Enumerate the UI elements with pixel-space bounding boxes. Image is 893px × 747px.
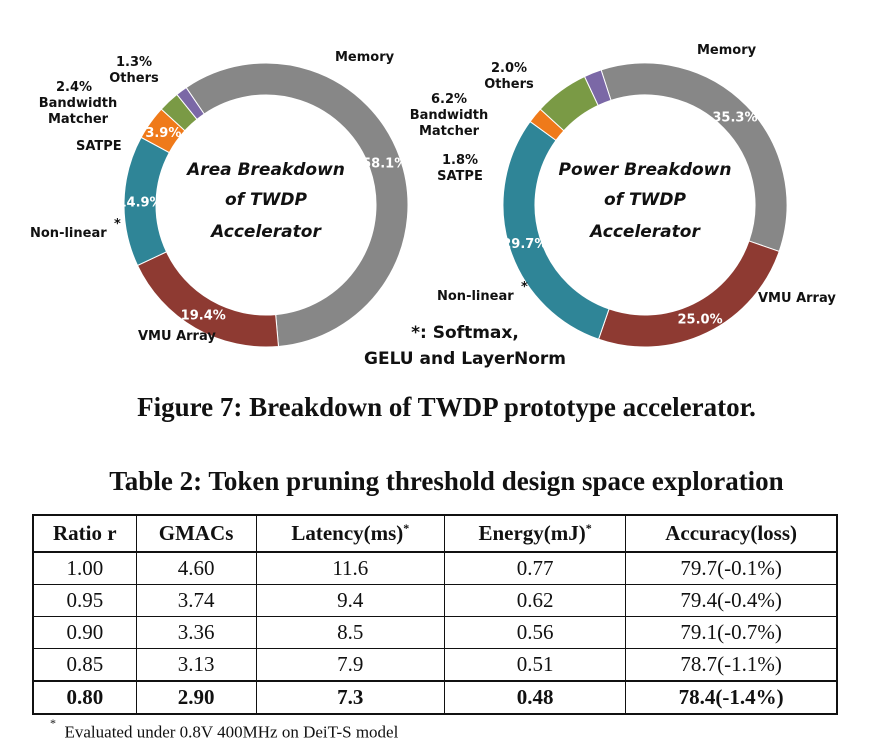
cell-energy: 0.77 bbox=[444, 551, 627, 585]
table-row: 0.95 3.74 9.4 0.62 79.4(-0.4%) bbox=[32, 584, 838, 617]
header-energy-star: * bbox=[585, 521, 592, 535]
cell-accuracy: 79.1(-0.7%) bbox=[625, 616, 838, 649]
power-label-memory: Memory bbox=[697, 43, 757, 58]
cell-latency: 11.6 bbox=[255, 551, 446, 585]
cell-ratio: 1.00 bbox=[32, 551, 137, 585]
power-value-label-non-linear: 29.7% bbox=[502, 237, 547, 252]
figure-note-line-1: *: Softmax, bbox=[411, 323, 519, 343]
header-energy-label: Energy(mJ) bbox=[478, 521, 586, 545]
table-row: 1.00 4.60 11.6 0.77 79.7(-0.1%) bbox=[32, 551, 838, 585]
cell-ratio: 0.80 bbox=[32, 680, 137, 715]
cell-latency: 9.4 bbox=[255, 584, 446, 617]
header-energy: Energy(mJ)* bbox=[444, 514, 627, 553]
header-latency-label: Latency(ms) bbox=[291, 521, 404, 545]
power-label-bandwidth: Bandwidth bbox=[410, 108, 488, 123]
cell-latency: 7.9 bbox=[255, 648, 446, 682]
table-row: 0.85 3.13 7.9 0.51 78.7(-1.1%) bbox=[32, 648, 838, 682]
cell-accuracy: 78.7(-1.1%) bbox=[625, 648, 838, 682]
header-ratio-label: Ratio r bbox=[53, 521, 117, 545]
power-label-satpe: SATPE bbox=[437, 169, 483, 184]
table-header-row: Ratio r GMACs Latency(ms)* Energy(mJ)* A… bbox=[32, 514, 838, 553]
header-latency: Latency(ms)* bbox=[255, 514, 446, 553]
cell-latency: 8.5 bbox=[255, 616, 446, 649]
area-value-label-non-linear: 14.9% bbox=[117, 195, 162, 210]
power-label-others-pct: 2.0% bbox=[491, 61, 527, 76]
area-label-bandwidth: Bandwidth bbox=[39, 96, 117, 111]
cell-accuracy: 79.7(-0.1%) bbox=[625, 551, 838, 585]
cell-accuracy: 78.4(-1.4%) bbox=[625, 680, 838, 715]
figure-note-line-2: GELU and LayerNorm bbox=[364, 349, 566, 369]
cell-accuracy: 79.4(-0.4%) bbox=[625, 584, 838, 617]
area-label-satpe: SATPE bbox=[76, 139, 122, 154]
area-center-line-2: of TWDP bbox=[225, 190, 307, 210]
area-label-others-pct: 1.3% bbox=[116, 55, 152, 70]
table-footnote: * Evaluated under 0.8V 400MHz on DeiT-S … bbox=[50, 716, 399, 743]
header-gmacs-label: GMACs bbox=[158, 521, 234, 545]
power-slice-others bbox=[583, 69, 612, 107]
cell-ratio: 0.85 bbox=[32, 648, 137, 682]
power-slice-vmu-array bbox=[597, 240, 780, 348]
power-label-satpe-pct: 1.8% bbox=[442, 153, 478, 168]
cell-energy: 0.48 bbox=[444, 680, 627, 715]
token-pruning-table: Ratio r GMACs Latency(ms)* Energy(mJ)* A… bbox=[32, 514, 838, 715]
cell-ratio: 0.95 bbox=[32, 584, 137, 617]
header-latency-star: * bbox=[403, 521, 410, 535]
power-label-matcher: Matcher bbox=[419, 124, 480, 139]
cell-energy: 0.51 bbox=[444, 648, 627, 682]
power-center-line-2: of TWDP bbox=[604, 190, 686, 210]
figure-7-donut-charts: 58.1% 19.4% 14.9% 3.9% 35.3% 25.0% 29.7% Area… bbox=[30, 43, 836, 369]
cell-gmacs: 3.74 bbox=[135, 584, 257, 617]
area-value-label-satpe: 3.9% bbox=[145, 126, 181, 141]
area-label-memory: Memory bbox=[335, 50, 395, 65]
power-label-bandwidth-pct: 6.2% bbox=[431, 92, 467, 107]
area-breakdown-donut: 58.1% 19.4% 14.9% 3.9% bbox=[117, 62, 409, 348]
power-label-others: Others bbox=[484, 77, 534, 92]
area-value-label-memory: 58.1% bbox=[362, 157, 407, 172]
area-label-others: Others bbox=[109, 71, 159, 86]
header-accuracy: Accuracy(loss) bbox=[625, 514, 838, 553]
cell-gmacs: 3.13 bbox=[135, 648, 257, 682]
table-row-selected: 0.80 2.90 7.3 0.48 78.4(-1.4%) bbox=[32, 680, 838, 715]
table-row: 0.90 3.36 8.5 0.56 79.1(-0.7%) bbox=[32, 616, 838, 649]
area-label-nonlinear: Non-linear bbox=[30, 226, 107, 241]
area-center-line-3: Accelerator bbox=[209, 222, 322, 242]
area-label-nonlinear-star: * bbox=[114, 217, 121, 232]
power-value-label-vmu-array: 25.0% bbox=[678, 312, 723, 327]
figure-caption: Figure 7: Breakdown of TWDP prototype ac… bbox=[137, 392, 756, 422]
cell-gmacs: 4.60 bbox=[135, 551, 257, 585]
power-label-nonlinear: Non-linear bbox=[437, 289, 514, 304]
area-slice-others bbox=[176, 86, 205, 121]
cell-energy: 0.62 bbox=[444, 584, 627, 617]
header-gmacs: GMACs bbox=[135, 514, 257, 553]
power-breakdown-donut: 35.3% 25.0% 29.7% bbox=[502, 62, 788, 348]
cell-ratio: 0.90 bbox=[32, 616, 137, 649]
area-slice-memory bbox=[185, 62, 409, 347]
area-label-bandwidth-pct: 2.4% bbox=[56, 80, 92, 95]
footnote-text: Evaluated under 0.8V 400MHz on DeiT-S mo… bbox=[64, 722, 399, 742]
area-value-label-vmu-array: 19.4% bbox=[181, 308, 226, 323]
header-accuracy-label: Accuracy(loss) bbox=[665, 521, 797, 545]
header-ratio: Ratio r bbox=[32, 514, 137, 553]
power-center-line-1: Power Breakdown bbox=[559, 160, 732, 180]
area-label-matcher: Matcher bbox=[48, 112, 109, 127]
footnote-mark: * bbox=[50, 716, 56, 730]
area-label-vmu: VMU Array bbox=[138, 329, 216, 344]
power-value-label-memory: 35.3% bbox=[712, 111, 757, 126]
table-caption: Table 2: Token pruning threshold design … bbox=[109, 466, 784, 496]
power-label-nonlinear-star: * bbox=[521, 280, 528, 295]
cell-gmacs: 3.36 bbox=[135, 616, 257, 649]
cell-gmacs: 2.90 bbox=[135, 680, 257, 715]
area-center-line-1: Area Breakdown bbox=[185, 160, 345, 180]
power-center-line-3: Accelerator bbox=[588, 222, 701, 242]
cell-energy: 0.56 bbox=[444, 616, 627, 649]
power-label-vmu: VMU Array bbox=[758, 291, 836, 306]
cell-latency: 7.3 bbox=[255, 680, 446, 715]
